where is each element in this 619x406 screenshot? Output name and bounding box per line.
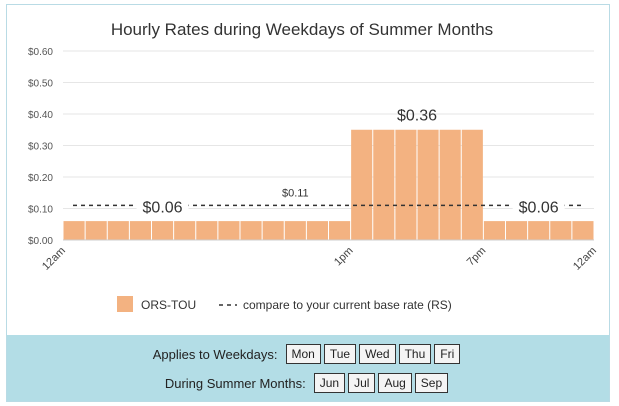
weekdays-label: Applies to Weekdays: [152, 346, 278, 362]
weekday-pills: Mon Tue Wed Thu Fri [285, 344, 464, 364]
weekday-pill-wed: Wed [359, 344, 396, 364]
bar-hour-2 [107, 221, 129, 240]
bar-hour-18 [461, 129, 483, 240]
bar-hour-17 [439, 129, 461, 240]
chart-title: Hourly Rates during Weekdays of Summer M… [111, 20, 493, 39]
weekday-pill-mon: Mon [285, 344, 321, 364]
bar-hour-1 [85, 221, 107, 240]
month-pill-jul: Jul [348, 373, 376, 393]
y-tick-label: $0.60 [28, 47, 53, 58]
bar-hour-19 [483, 221, 505, 240]
bar-hour-8 [240, 221, 262, 240]
bar-hour-9 [262, 221, 284, 240]
bar-hour-15 [395, 129, 417, 240]
footer-panel: Applies to Weekdays: Mon Tue Wed Thu Fri Dur… [7, 335, 609, 401]
y-tick-label: $0.00 [28, 236, 53, 247]
legend-swatch [117, 296, 133, 312]
x-tick-label: 12am [571, 245, 599, 273]
bar-hour-12 [329, 221, 351, 240]
months-label: During Summer Months: [164, 375, 306, 391]
months-row: During Summer Months: Jun Jul Aug Sep [7, 373, 609, 393]
data-label: $0.06 [519, 199, 559, 216]
y-tick-label: $0.40 [28, 110, 53, 121]
y-tick-label: $0.20 [28, 173, 53, 184]
bar-hour-11 [306, 221, 328, 240]
bar-hour-14 [373, 129, 395, 240]
bar-hour-16 [417, 129, 439, 240]
data-label-bg [512, 195, 565, 214]
legend-label: ORS-TOU [141, 298, 196, 312]
x-tick-label: 12am [40, 245, 68, 273]
legend-label: compare to your current base rate (RS) [243, 298, 452, 312]
bar-hour-3 [129, 221, 151, 240]
data-label-bg [136, 195, 189, 214]
month-pill-aug: Aug [378, 373, 412, 393]
x-tick-label: 7pm [465, 245, 489, 269]
bar-hour-13 [351, 129, 373, 240]
month-pill-jun: Jun [313, 373, 346, 393]
chart-card: Hourly Rates during Weekdays of Summer M… [6, 4, 610, 402]
bar-hour-4 [152, 221, 174, 240]
month-pills: Jun Jul Aug Sep [313, 373, 451, 393]
bar-hour-23 [572, 221, 594, 240]
month-pill-sep: Sep [414, 373, 449, 393]
bar-hour-21 [528, 221, 550, 240]
bar-hour-5 [174, 221, 196, 240]
weekday-pill-fri: Fri [434, 344, 461, 364]
weekday-pill-thu: Thu [398, 344, 432, 364]
base-rate-label: $0.11 [282, 187, 309, 199]
y-tick-label: $0.30 [28, 142, 53, 153]
weekdays-row: Applies to Weekdays: Mon Tue Wed Thu Fri [7, 344, 609, 364]
hourly-rate-chart: Hourly Rates during Weekdays of Summer M… [28, 20, 599, 312]
bar-hour-10 [284, 221, 306, 240]
bar-hour-7 [218, 221, 240, 240]
bar-hour-22 [550, 221, 572, 240]
bar-hour-0 [63, 221, 85, 240]
data-label: $0.06 [143, 199, 183, 216]
x-tick-label: 1pm [332, 245, 356, 269]
data-label: $0.36 [397, 108, 437, 125]
bar-hour-20 [506, 221, 528, 240]
weekday-pill-tue: Tue [323, 344, 357, 364]
y-tick-label: $0.10 [28, 205, 53, 216]
y-tick-label: $0.50 [28, 79, 53, 90]
bar-hour-6 [196, 221, 218, 240]
